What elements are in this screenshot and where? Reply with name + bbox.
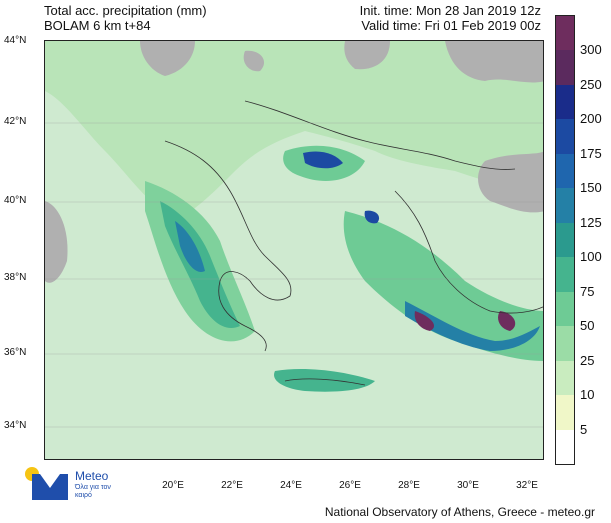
lat-label-34: 34°N [4, 420, 27, 431]
colorbar-level-label: 50 [580, 318, 595, 334]
logo-brand: Meteo [75, 469, 109, 483]
colorbar-level-label: 200 [580, 111, 602, 127]
chart-title: Total acc. precipitation (mm) BOLAM 6 km… [44, 3, 207, 33]
colorbar [555, 15, 575, 465]
valid-time: Valid time: Fri 01 Feb 2019 00z [361, 18, 541, 33]
colorbar-segment [556, 188, 574, 223]
land-precip-north [45, 41, 543, 221]
lon-label-32: 32°E [516, 480, 538, 491]
colorbar-segment [556, 360, 574, 396]
colorbar-level-label: 250 [580, 76, 602, 92]
coastline-anatolia [394, 190, 543, 314]
colorbar-segment [556, 291, 574, 327]
colorbar-segment [556, 119, 574, 154]
colorbar-segment [556, 326, 574, 361]
colorbar-segment [556, 153, 574, 189]
dry-land-north-east [344, 41, 390, 70]
init-time: Init. time: Mon 28 Jan 2019 12z [359, 3, 541, 18]
lon-label-28: 28°E [398, 480, 420, 491]
precip-dodecanese-max [414, 311, 435, 331]
precip-thrace-max [303, 151, 343, 169]
lon-label-30: 30°E [457, 480, 479, 491]
colorbar-level-label: 125 [580, 214, 602, 230]
dry-land-north [140, 41, 195, 76]
title-line-2: BOLAM 6 km t+84 [44, 18, 151, 33]
colorbar-segment [556, 257, 574, 292]
colorbar-segment [556, 429, 574, 464]
meteo-logo: Meteo Όλα για τον καιρό [22, 464, 122, 504]
colorbar-segment [556, 84, 574, 120]
lat-label-44: 44°N [4, 35, 27, 46]
colorbar-level-label: 175 [580, 145, 602, 161]
precip-ionian-max [175, 221, 205, 272]
footer-credit: National Observatory of Athens, Greece -… [324, 505, 595, 519]
lon-label-22: 22°E [221, 480, 243, 491]
dry-land-balkans [243, 50, 265, 72]
colorbar-level-label: 300 [580, 42, 602, 58]
colorbar-segment [556, 50, 574, 85]
precipitation-map [44, 40, 544, 460]
colorbar-level-label: 150 [580, 180, 602, 196]
lon-label-24: 24°E [280, 480, 302, 491]
lat-label-42: 42°N [4, 116, 27, 127]
precip-crete [274, 369, 375, 392]
colorbar-segment [556, 16, 574, 51]
coastline-crete [284, 378, 366, 386]
lat-label-36: 36°N [4, 347, 27, 358]
m-logo-icon [32, 474, 68, 500]
lat-label-40: 40°N [4, 195, 27, 206]
colorbar-level-label: 75 [580, 283, 595, 299]
colorbar-level-label: 5 [580, 421, 588, 437]
colorbar-segment [556, 395, 574, 430]
precip-lesvos-max [364, 210, 380, 224]
colorbar-level-label: 100 [580, 249, 602, 265]
colorbar-level-label: 10 [580, 387, 595, 403]
graticule [45, 122, 543, 428]
colorbar-segment [556, 222, 574, 258]
logo-tagline: Όλα για τον καιρό [75, 484, 111, 499]
lon-label-26: 26°E [339, 480, 361, 491]
coastline-north-aegean [244, 100, 516, 170]
coastline-greece [164, 140, 292, 352]
dry-land-anatolia [478, 151, 543, 213]
precip-aegean-band [343, 211, 543, 361]
title-line-1: Total acc. precipitation (mm) [44, 3, 207, 18]
lon-label-20: 20°E [162, 480, 184, 491]
dry-land-black-sea [445, 41, 543, 83]
dry-land-italy [45, 201, 68, 283]
precip-anatolia-max [498, 311, 516, 331]
run-info: Init. time: Mon 28 Jan 2019 12z Valid ti… [360, 3, 541, 33]
colorbar-level-label: 25 [580, 352, 595, 368]
map-canvas [45, 41, 543, 459]
lat-label-38: 38°N [4, 272, 27, 283]
